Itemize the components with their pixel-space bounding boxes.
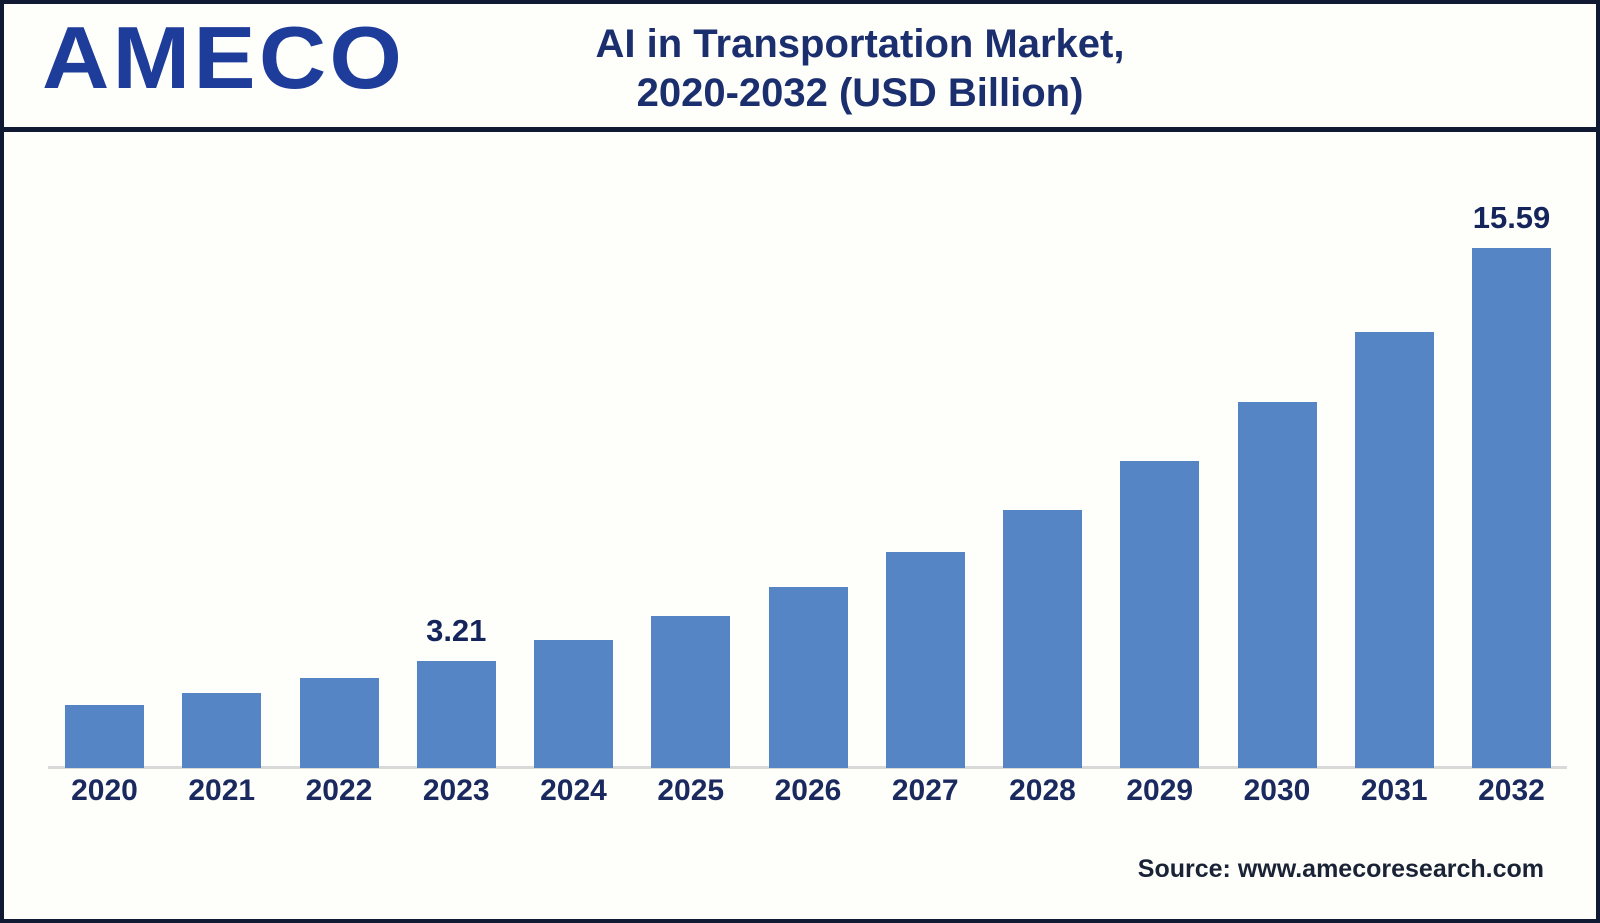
data-label: 15.59: [1472, 200, 1551, 236]
bar-2029: [1120, 461, 1200, 768]
x-tick-label: 2031: [1360, 774, 1428, 807]
bar-column: [1237, 218, 1317, 768]
bar-column: [299, 218, 379, 768]
x-tick-label: 2030: [1243, 774, 1311, 807]
header: AMECO AI in Transportation Market, 2020-…: [4, 4, 1596, 132]
x-tick-label: 2027: [891, 774, 959, 807]
bar-2024: [534, 640, 613, 768]
bar-column: 15.59: [1472, 200, 1551, 768]
x-tick-label: 2029: [1126, 774, 1194, 807]
bar-column: [65, 218, 144, 768]
bar-column: [885, 218, 965, 768]
x-tick-label: 2022: [305, 774, 373, 807]
x-tick-label: 2026: [774, 774, 842, 807]
bar-2027: [885, 552, 965, 768]
ameco-logo: AMECO: [42, 8, 406, 107]
x-axis-tick-labels: 2020 2021 2022 2023 2024 2025 2026 2027 2028 2029…: [65, 774, 1551, 808]
bar-2025: [651, 616, 731, 768]
bar-column: [534, 218, 613, 768]
source-attribution: Source: www.amecoresearch.com: [1137, 855, 1544, 883]
x-tick-label: 2024: [540, 774, 607, 807]
chart-title: AI in Transportation Market, 2020-2032 (…: [124, 20, 1596, 118]
x-tick-label: 2032: [1478, 774, 1545, 807]
x-tick-label: 2021: [188, 774, 256, 807]
bar-column: [1354, 218, 1434, 768]
chart-title-line2: 2020-2032 (USD Billion): [636, 71, 1084, 116]
bar-column: [768, 218, 848, 768]
bar-2032: [1472, 248, 1551, 768]
x-tick-label: 2028: [1009, 774, 1076, 807]
data-label: 3.21: [426, 613, 487, 648]
chart-title-line1: AI in Transportation Market,: [595, 22, 1125, 66]
bar-chart: 3.21 15.59 2020 2021 2022 2023 2024 2025 2026 20…: [4, 137, 1596, 919]
bar-2026: [768, 586, 848, 768]
bar-2020: [65, 704, 144, 768]
x-tick-label: 2023: [422, 774, 490, 807]
bar-column: [651, 218, 731, 768]
bar-column: [1120, 218, 1200, 768]
bar-column: [182, 218, 262, 768]
bar-2021: [182, 692, 262, 768]
bar-2030: [1237, 402, 1317, 768]
x-tick-label: 2025: [657, 774, 725, 807]
bars-row: 3.21 15.59: [65, 200, 1551, 768]
bar-2028: [1003, 510, 1082, 768]
bar-2023: [416, 661, 496, 768]
bar-column: [1003, 218, 1082, 768]
bar-column: 3.21: [416, 218, 496, 768]
bar-2031: [1354, 332, 1434, 768]
bar-2022: [299, 678, 379, 768]
x-tick-label: 2020: [71, 774, 138, 807]
